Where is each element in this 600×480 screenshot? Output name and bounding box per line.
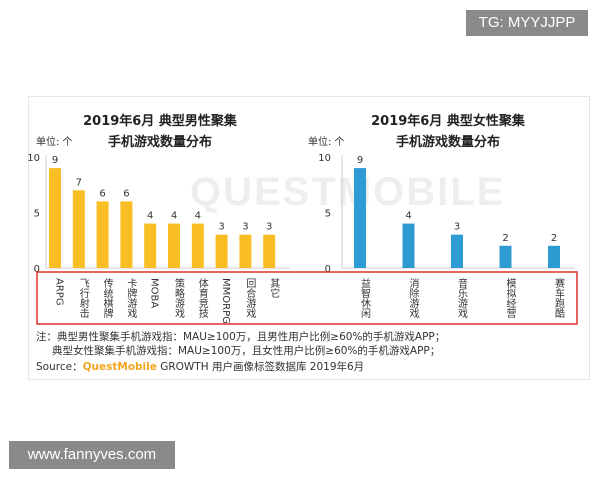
- right-chart-title-line1: 2019年6月 典型女性聚集: [371, 113, 526, 129]
- bar-value-label: 3: [454, 222, 460, 233]
- left-chart-title-line1: 2019年6月 典型男性聚集: [83, 113, 238, 129]
- right-y-unit: 单位: 个: [308, 135, 345, 148]
- category-label: MOBA: [149, 278, 160, 308]
- y-tick-label: 5: [325, 209, 331, 220]
- source-label: Source：: [36, 361, 83, 373]
- y-tick-label: 0: [325, 264, 331, 275]
- bar-value-label: 4: [195, 211, 201, 222]
- category-label: 卡牌游戏: [125, 277, 137, 319]
- bar-value-label: 4: [405, 211, 411, 222]
- left-chart-title-line2: 手机游戏数量分布: [108, 134, 212, 150]
- category-label: ARPG: [54, 278, 65, 306]
- bar: [263, 234, 276, 268]
- bar-value-label: 4: [147, 211, 153, 222]
- bar: [402, 223, 415, 268]
- category-label: 其它: [268, 278, 280, 298]
- category-label: 传统棋牌: [101, 278, 113, 319]
- category-label: MMORPG: [220, 278, 231, 324]
- category-label: 策略游戏: [173, 277, 185, 319]
- category-label: 消除游戏: [407, 277, 419, 319]
- bar-value-label: 2: [551, 233, 557, 244]
- category-label: 体育竞技: [196, 278, 208, 319]
- source-line: Source：QuestMobile GROWTH 用户画像标签数据库 2019…: [36, 360, 364, 374]
- left-bar-chart: 0 5 10 9 ARPG 7 飞行射击 6 传统棋牌 6 卡牌游戏 4 MOBA 4 策略游戏 4 体育竞技 3…: [27, 153, 290, 324]
- y-tick-label: 10: [27, 153, 40, 164]
- category-label: 赛车跑酷: [553, 277, 565, 319]
- bar-value-label: 3: [266, 222, 272, 233]
- notes: 注：典型男性聚集手机游戏指：MAU≥100万，且男性用户比例≥60%的手机游戏A…: [36, 330, 445, 358]
- bar: [239, 234, 252, 268]
- bar-value-label: 7: [76, 177, 82, 188]
- category-label: 飞行射击: [77, 278, 89, 319]
- background-watermark: QUESTMOBILE: [190, 170, 505, 214]
- watermark-top-right: TG: MYYJJPP: [466, 10, 588, 36]
- bar-value-label: 9: [52, 155, 58, 166]
- bar-value-label: 6: [123, 188, 129, 199]
- bar: [548, 245, 560, 268]
- bar: [215, 234, 228, 268]
- source-brand: QuestMobile: [82, 361, 157, 373]
- source-text: GROWTH 用户画像标签数据库 2019年6月: [156, 361, 365, 373]
- bar: [96, 201, 109, 268]
- bar-value-label: 4: [171, 211, 177, 222]
- bar-value-label: 3: [218, 222, 224, 233]
- note-line-1: 注：典型男性聚集手机游戏指：MAU≥100万，且男性用户比例≥60%的手机游戏A…: [36, 331, 446, 343]
- bar: [49, 168, 61, 268]
- right-bar-chart: 0 5 10 9 益智休闲 4 消除游戏 3 音乐游戏 2 模拟经营 2 赛车跑酷: [318, 153, 575, 319]
- bar: [499, 245, 512, 268]
- y-tick-label: 0: [34, 264, 40, 275]
- bar-value-label: 6: [99, 188, 105, 199]
- bar: [354, 168, 366, 268]
- bar-value-label: 2: [502, 233, 508, 244]
- left-y-unit: 单位: 个: [36, 135, 73, 148]
- bar: [144, 223, 157, 268]
- category-label: 回合游戏: [244, 278, 256, 319]
- category-highlight-box: [36, 271, 578, 325]
- bar-value-label: 9: [357, 155, 363, 166]
- category-label: 音乐游戏: [456, 277, 468, 319]
- category-label: 模拟经营: [504, 278, 516, 319]
- bar: [168, 223, 180, 268]
- bar: [451, 234, 463, 268]
- bar: [72, 190, 85, 268]
- category-label: 益智休闲: [359, 277, 371, 319]
- note-line-2: 典型女性聚集手机游戏指：MAU≥100万，且女性用户比例≥60%的手机游戏APP…: [52, 345, 441, 357]
- bar: [120, 201, 133, 268]
- y-tick-label: 10: [318, 153, 331, 164]
- bar-value-label: 3: [242, 222, 248, 233]
- bar: [191, 223, 204, 268]
- right-chart-title-line2: 手机游戏数量分布: [396, 134, 500, 150]
- watermark-bottom-left: www.fannyves.com: [9, 441, 175, 469]
- y-tick-label: 5: [34, 209, 40, 220]
